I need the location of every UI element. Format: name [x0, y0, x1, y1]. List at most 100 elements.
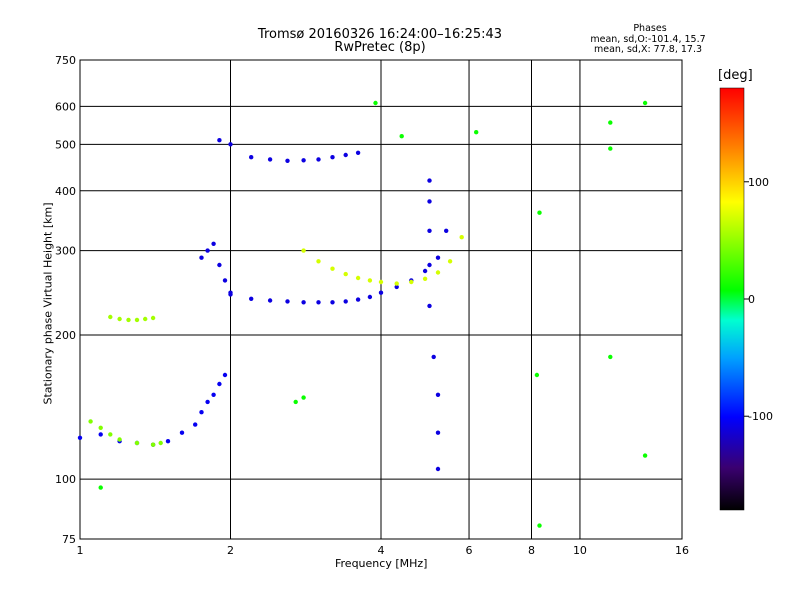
data-point [343, 271, 348, 277]
data-point [608, 354, 613, 360]
data-point [367, 278, 373, 283]
data-point [267, 298, 273, 303]
y-tick-label: 300 [55, 245, 76, 258]
data-point [199, 410, 204, 415]
data-point [134, 317, 140, 323]
data-point [150, 442, 156, 447]
data-point [205, 399, 210, 405]
data-point [367, 294, 373, 300]
data-point [608, 146, 613, 151]
data-point [343, 152, 348, 158]
data-point [537, 210, 542, 215]
data-point [427, 262, 432, 268]
colorbar-tick-label: -100 [748, 410, 773, 423]
data-point [435, 392, 441, 397]
x-tick-label: 6 [466, 544, 473, 557]
data-point [399, 134, 404, 139]
data-point [422, 268, 428, 274]
y-tick-label: 200 [55, 329, 76, 342]
y-tick-label: 600 [55, 100, 76, 113]
data-point [217, 138, 222, 143]
data-point [431, 354, 436, 360]
data-point [108, 432, 113, 437]
axis-ticks: 1 2 4 6 8 10 16 75 100 200 300 400 500 600 750 [55, 54, 689, 557]
data-point [165, 439, 171, 444]
colorbar-tick-label: 0 [748, 293, 755, 306]
data-point [355, 275, 361, 281]
data-point [217, 262, 222, 268]
x-tick-label: 8 [528, 544, 535, 557]
chart-subtitle: RwPretec (8p) [334, 40, 426, 55]
data-point [330, 266, 335, 271]
data-point [608, 120, 613, 125]
data-point [435, 430, 441, 435]
data-point [293, 399, 298, 405]
data-point [179, 430, 185, 435]
x-tick-label: 1 [77, 544, 84, 557]
data-point [301, 395, 306, 400]
colorbar-tick-label: 100 [748, 176, 769, 189]
x-tick-label: 16 [675, 544, 689, 557]
data-point [378, 290, 384, 295]
data-point [228, 142, 233, 147]
data-point [150, 315, 156, 321]
data-point [435, 270, 441, 275]
data-point [249, 296, 254, 301]
data-point [537, 523, 542, 528]
data-point [435, 255, 441, 260]
data-point [222, 372, 228, 378]
data-point [394, 281, 399, 286]
data-point [459, 235, 464, 240]
colorbar-label: [deg] [718, 68, 753, 83]
data-point [394, 284, 399, 290]
data-point [427, 228, 432, 233]
data-point [642, 100, 648, 106]
data-point [108, 314, 113, 320]
data-point [77, 435, 83, 440]
data-point [355, 150, 361, 155]
y-tick-label: 400 [55, 185, 76, 198]
x-tick-label: 10 [573, 544, 587, 557]
data-point [343, 299, 348, 304]
data-point [98, 432, 103, 437]
data-point [193, 422, 198, 427]
data-point [126, 317, 131, 323]
data-point [427, 178, 432, 183]
data-point [301, 248, 306, 253]
data-point [422, 276, 428, 281]
data-point [98, 425, 103, 430]
data-point [355, 297, 361, 302]
data-point [444, 228, 449, 233]
data-point [285, 299, 290, 304]
data-point [117, 316, 122, 322]
data-point [316, 157, 321, 162]
data-point [534, 372, 540, 378]
data-point [267, 157, 273, 162]
data-point [474, 130, 479, 135]
colorbar-ticks: 100 0 -100 [744, 176, 773, 423]
y-tick-label: 100 [55, 473, 76, 486]
chart-title: Tromsø 20160326 16:24:00–16:25:43 [257, 27, 503, 42]
y-tick-label: 750 [55, 54, 76, 67]
data-point [117, 437, 122, 442]
grid [80, 60, 682, 539]
data-point [134, 440, 140, 446]
data-point [447, 259, 453, 264]
data-point [373, 100, 378, 106]
y-tick-label: 500 [55, 138, 76, 151]
data-point [301, 158, 306, 163]
data-point [143, 316, 148, 322]
data-point [285, 158, 290, 163]
data-point [199, 255, 204, 260]
x-tick-label: 4 [378, 544, 385, 557]
data-point [88, 419, 93, 424]
data-point [378, 279, 384, 285]
data-point [316, 300, 321, 305]
data-point [228, 292, 233, 297]
data-point [222, 278, 228, 283]
data-point [249, 155, 254, 160]
data-points [77, 100, 648, 528]
colorbar [719, 87, 745, 511]
stats-heading: Phases [633, 23, 667, 34]
